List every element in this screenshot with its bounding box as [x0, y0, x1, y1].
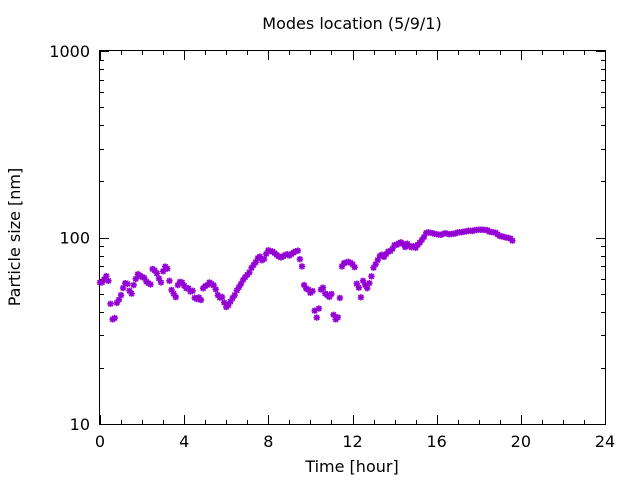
- y-tick-label: 10: [70, 415, 90, 434]
- data-point: [164, 265, 171, 272]
- x-tick-label: 4: [179, 432, 189, 451]
- data-point: [260, 255, 268, 263]
- data-point: [166, 277, 173, 284]
- data-point: [189, 287, 196, 294]
- data-point: [319, 284, 327, 291]
- data-point: [128, 290, 135, 297]
- data-point: [309, 287, 316, 295]
- data-point: [368, 273, 375, 280]
- y-axis-label: Particle size [nm]: [5, 168, 24, 307]
- data-point: [105, 277, 112, 284]
- data-point: [509, 237, 516, 244]
- data-point: [212, 286, 219, 293]
- x-tick-label: 8: [263, 432, 273, 451]
- data-point: [107, 300, 114, 308]
- data-point: [111, 314, 118, 322]
- data-point: [130, 281, 137, 289]
- x-tick-label: 0: [95, 432, 105, 451]
- data-point: [298, 263, 306, 270]
- data-points: [96, 226, 516, 323]
- data-point: [294, 247, 301, 254]
- data-point: [119, 284, 127, 292]
- x-axis-label: Time [hour]: [304, 457, 398, 476]
- data-point: [153, 270, 161, 277]
- data-point: [170, 290, 177, 297]
- data-point: [351, 264, 358, 271]
- data-point: [124, 280, 131, 288]
- data-point: [197, 296, 205, 304]
- data-point: [117, 291, 125, 299]
- data-point: [412, 244, 419, 251]
- axis-ticks: [100, 51, 606, 425]
- data-point: [218, 293, 226, 301]
- data-point: [334, 314, 341, 321]
- data-point: [147, 281, 154, 288]
- y-tick-labels: 10 100 1000: [49, 42, 90, 434]
- data-point: [328, 290, 335, 298]
- data-point: [336, 294, 344, 302]
- data-point: [172, 293, 179, 301]
- chart-title: Modes location (5/9/1): [262, 14, 441, 33]
- data-point: [355, 284, 363, 291]
- y-tick-label: 1000: [49, 42, 90, 61]
- data-point: [296, 255, 304, 263]
- x-tick-labels: 0 4 8 12 16 20 24: [95, 432, 615, 451]
- x-tick-label: 20: [511, 432, 531, 451]
- plot-frame: [99, 50, 606, 425]
- data-point: [366, 279, 373, 287]
- x-tick-label: 24: [595, 432, 615, 451]
- data-point: [313, 314, 320, 321]
- y-tick-label: 100: [59, 229, 90, 248]
- x-tick-label: 12: [342, 432, 362, 451]
- data-point: [357, 294, 365, 301]
- data-point: [157, 279, 165, 286]
- data-point: [315, 305, 323, 312]
- x-tick-label: 16: [426, 432, 446, 451]
- data-point: [364, 284, 371, 292]
